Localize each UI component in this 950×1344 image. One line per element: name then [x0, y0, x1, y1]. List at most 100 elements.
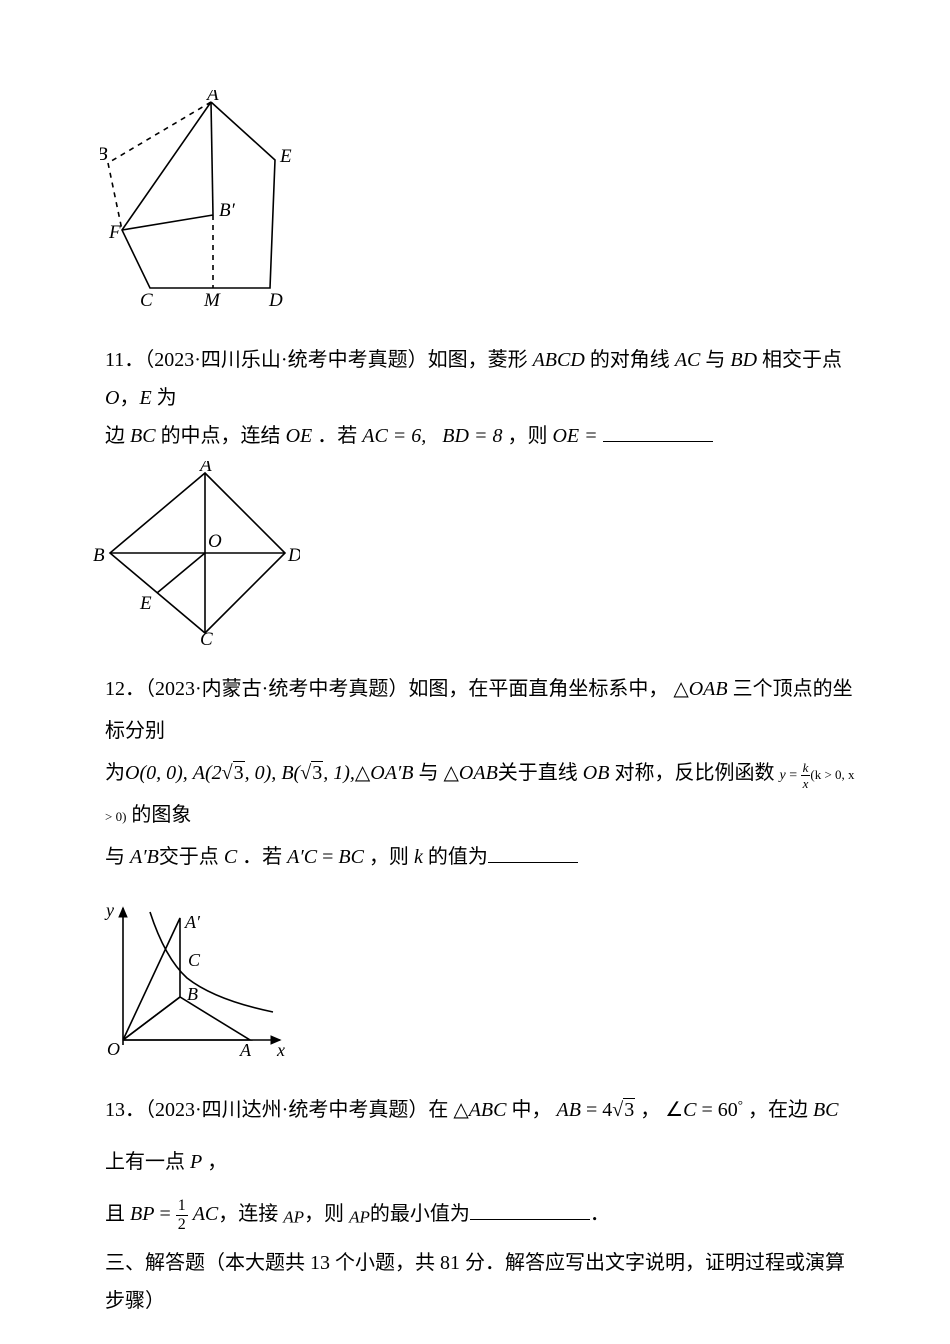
- figure-q12: O x y A A′ C B: [95, 900, 295, 1060]
- q13-eq1: = 4: [586, 1099, 612, 1121]
- section3-text: 三、解答题（本大题共 13 个小题，共 81 分．解答应写出文字说明，证明过程或…: [105, 1252, 845, 1312]
- q13-t6: 且: [105, 1203, 125, 1225]
- q13-t3: ，在边: [748, 1099, 808, 1121]
- q11-t9: ，则: [507, 425, 547, 447]
- q11-blank: [603, 423, 713, 442]
- q11-t4: 相交于点: [762, 349, 842, 371]
- q13-AP: AP: [283, 1208, 304, 1227]
- q12-t4: 与: [419, 762, 439, 784]
- q13-BC: BC: [813, 1099, 839, 1121]
- q13-deg: °: [738, 1097, 743, 1112]
- q13-AP2: AP: [349, 1208, 370, 1227]
- q12-t1: 如图，在平面直角坐标系中，: [408, 678, 668, 700]
- q12-number: 12．: [105, 678, 145, 700]
- q13-t1: 在: [428, 1099, 448, 1121]
- q12-t8: 与: [105, 846, 125, 868]
- f11-A: A: [198, 461, 212, 476]
- q12-y: y: [779, 768, 785, 783]
- q13-period: ．: [590, 1203, 610, 1225]
- label-M: M: [203, 290, 221, 311]
- q11-OE: OE: [286, 425, 313, 447]
- q11-O: O: [105, 387, 119, 409]
- f12-O: O: [107, 1039, 120, 1059]
- q11-t8: ．若: [317, 425, 357, 447]
- q13-eq3: =: [159, 1203, 170, 1225]
- q12-t5: 关于直线: [498, 762, 578, 784]
- f11-E: E: [139, 593, 152, 614]
- q12-num: k: [801, 761, 811, 776]
- q11-BC: BC: [130, 425, 156, 447]
- q12-t12: 的值为: [428, 846, 488, 868]
- q11-c1: ，: [119, 387, 139, 409]
- f11-C: C: [200, 629, 213, 646]
- q11-BD: BD: [730, 349, 757, 371]
- f12-C: C: [188, 950, 201, 970]
- q11-AC: AC: [675, 349, 701, 371]
- q12-OApB: OA′B: [370, 762, 413, 784]
- label-D: D: [268, 290, 283, 311]
- q13-text: 13．（2023·四川达州·统考中考真题）在 △ABC 中， AB = 4√3 …: [105, 1084, 855, 1240]
- q11-t3: 与: [705, 349, 725, 371]
- q12-t9: 交于点: [159, 846, 219, 868]
- q13-ABC: ABC: [469, 1099, 507, 1121]
- q13-hn: 1: [176, 1198, 188, 1216]
- q12-ApB: A′B: [130, 846, 159, 868]
- f11-B: B: [93, 545, 105, 566]
- q12-coA2: , 0),: [245, 762, 277, 784]
- q11-OEeq: OE =: [552, 425, 597, 447]
- f12-A: A: [239, 1040, 252, 1060]
- q12-eq: =: [789, 768, 797, 783]
- f11-O: O: [208, 531, 222, 552]
- q12-sqrt3a: 3: [233, 761, 245, 784]
- q11-citation: （2023·四川乐山·统考中考真题）: [144, 349, 427, 371]
- q13-t5: ，: [207, 1151, 227, 1173]
- q13-sqrt3: 3: [623, 1098, 635, 1121]
- q13-BP: BP: [130, 1203, 154, 1225]
- q13-AB: AB: [557, 1099, 581, 1121]
- label-E: E: [279, 146, 292, 167]
- q11-ACeq: AC = 6,: [362, 425, 426, 447]
- q12-t11: ，则: [369, 846, 409, 868]
- q12-blank: [488, 844, 578, 863]
- q12-ApC: A′C: [287, 846, 317, 868]
- q12-sqrt3b: 3: [311, 761, 323, 784]
- q13-P: P: [190, 1151, 202, 1173]
- q11-E: E: [139, 387, 151, 409]
- q12-k: k: [414, 846, 423, 868]
- q12-citation: （2023·内蒙古·统考中考真题）: [145, 678, 408, 700]
- q12-t3: 为: [105, 762, 125, 784]
- q13-blank: [470, 1201, 590, 1220]
- q13-c1: ，: [640, 1099, 660, 1121]
- q12-BC: BC: [338, 846, 364, 868]
- q11-t5: 为: [157, 387, 177, 409]
- q12-coB1: B(: [281, 762, 300, 784]
- q12-OAB2: OAB: [459, 762, 498, 784]
- q11-ABCD: ABCD: [533, 349, 585, 371]
- q13-hd: 2: [176, 1216, 188, 1233]
- q13-number: 13．: [105, 1099, 145, 1121]
- q12-t10: ．若: [242, 846, 282, 868]
- q12-OB: OB: [583, 762, 610, 784]
- section3: 三、解答题（本大题共 13 个小题，共 81 分．解答应写出文字说明，证明过程或…: [105, 1244, 855, 1320]
- q11-t2: 的对角线: [590, 349, 670, 371]
- q12-text: 12．（2023·内蒙古·统考中考真题）如图，在平面直角坐标系中， △OAB 三…: [105, 668, 855, 878]
- q12-coO: O(0, 0),: [125, 762, 188, 784]
- q12-t7: 的图象: [131, 804, 191, 826]
- q13-t2: 中，: [512, 1099, 552, 1121]
- label-C: C: [140, 290, 153, 311]
- q13-eq2: = 60: [701, 1099, 737, 1121]
- page-root: A B E F C D M B′ 11．（2023·四川乐山·统考中考真题）如图…: [0, 0, 950, 1344]
- q12-OAB: OAB: [689, 678, 728, 700]
- f12-y: y: [104, 900, 114, 920]
- q11-number: 11．: [105, 349, 144, 371]
- q13-angC: C: [683, 1099, 696, 1121]
- label-Bprime: B′: [219, 200, 236, 221]
- q13-t4: 上有一点: [105, 1151, 185, 1173]
- figure-q11: A B D O E C: [90, 461, 300, 646]
- q13-citation: （2023·四川达州·统考中考真题）: [145, 1099, 428, 1121]
- q11-text: 11．（2023·四川乐山·统考中考真题）如图，菱形 ABCD 的对角线 AC …: [105, 341, 855, 455]
- q12-den: x: [801, 776, 811, 790]
- q13-t8: ，则: [304, 1203, 344, 1225]
- f12-Ap: A′: [184, 912, 201, 932]
- q12-coB2: , 1),: [323, 762, 355, 784]
